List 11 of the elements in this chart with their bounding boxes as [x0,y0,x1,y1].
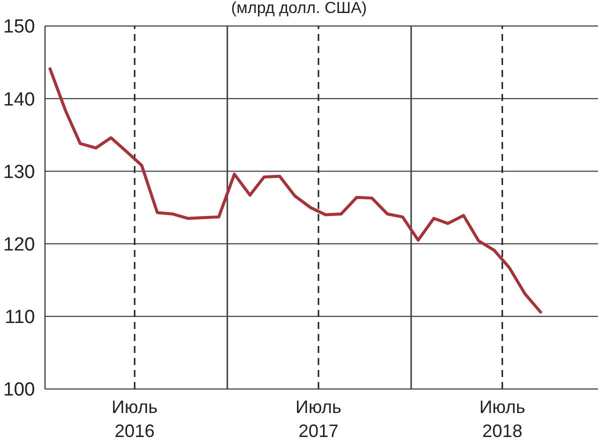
y-tick-label: 140 [3,89,35,110]
x-tick-label: Июль 2017 [296,397,342,441]
y-tick-label: 110 [4,307,35,328]
x-tick-label: Июль 2018 [479,397,526,441]
y-tick-label: 120 [3,234,35,256]
x-tick-label: Июль 2016 [112,397,158,441]
y-tick-label: 150 [3,16,35,38]
y-tick-label: 100 [3,380,35,401]
y-tick-label: 130 [3,162,35,183]
line-series [48,67,542,314]
chart-title: (млрд долл. США) [230,0,368,18]
